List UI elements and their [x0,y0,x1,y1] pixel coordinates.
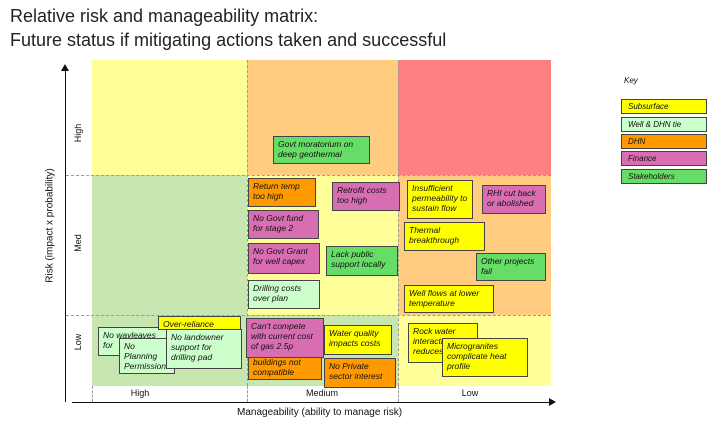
key-item-finance: Finance [621,151,707,166]
risk-no-govt-grant: No Govt Grant for well capex [248,243,320,274]
x-axis-line [72,402,550,403]
risk-drilling-costs: Drilling costs over plan [248,280,320,309]
cell-high-risk-low-manageability [398,60,551,175]
risk-thermal-breakthrough: Thermal breakthrough [404,222,485,251]
grid-divider [398,60,399,386]
key-item-dhn: DHN [621,134,707,149]
risk-no-govt-fund: No Govt fund for stage 2 [248,210,319,239]
key-item-well-dhn-tie: Well & DHN tie [621,117,707,132]
risk-over-reliance: Over-reliance [158,316,241,330]
risk-retrofit-costs: Retrofit costs too high [332,182,400,211]
row-label-low: Low [73,333,83,351]
risk-govt-moratorium: Govt moratorium on deep geothermal [273,136,370,164]
grid-divider [66,175,551,176]
col-label-low: Low [461,388,479,398]
risk-other-projects: Other projects fail [476,253,546,281]
risk-microgranites: Microgranites complicate heat profile [442,338,528,377]
key-item-stakeholders: Stakeholders [621,169,707,184]
row-label-high: High [73,123,83,143]
risk-rhi-cut: RHI cut back or abolished [482,185,546,214]
col-label-medium: Medium [305,388,338,398]
grid-divider [247,386,248,402]
cell-med-risk-high-manageability [92,175,247,315]
grid-divider [92,386,93,402]
risk-no-landowner: No landowner support for drilling pad [166,329,242,369]
grid-divider [66,315,551,316]
y-axis-arrow [61,64,69,71]
y-axis-line [65,70,66,402]
col-label-high: High [130,388,150,398]
grid-divider [247,60,248,386]
x-axis-title: Manageability (ability to manage risk) [237,407,403,418]
x-axis-arrow [549,398,556,406]
risk-no-private: No Private sector interest [324,358,396,388]
risk-water-quality: Water quality impacts costs [324,325,392,355]
page-title: Relative risk and manageability matrix: [10,6,319,26]
risk-return-temp: Return temp too high [248,178,316,207]
page-subtitle: Future status if mitigating actions take… [10,30,447,50]
risk-well-flows: Well flows at lower temperature [404,285,494,313]
risk-cant-compete: Can't compete with current cost of gas 2… [246,318,324,358]
grid-divider [398,386,399,402]
risk-insufficient-permeability: Insufficient permeability to sustain flo… [407,180,473,219]
key-item-subsurface: Subsurface [621,99,707,114]
row-label-med: Med [73,234,83,252]
key-title: Key [624,76,638,85]
risk-lack-public-support: Lack public support locally [326,246,398,276]
y-axis-title: Risk (impact x probability) [44,168,56,283]
risk-no-planning: No Planning Permission tie in pipeline [119,338,175,374]
cell-high-risk-high-manageability [92,60,247,175]
